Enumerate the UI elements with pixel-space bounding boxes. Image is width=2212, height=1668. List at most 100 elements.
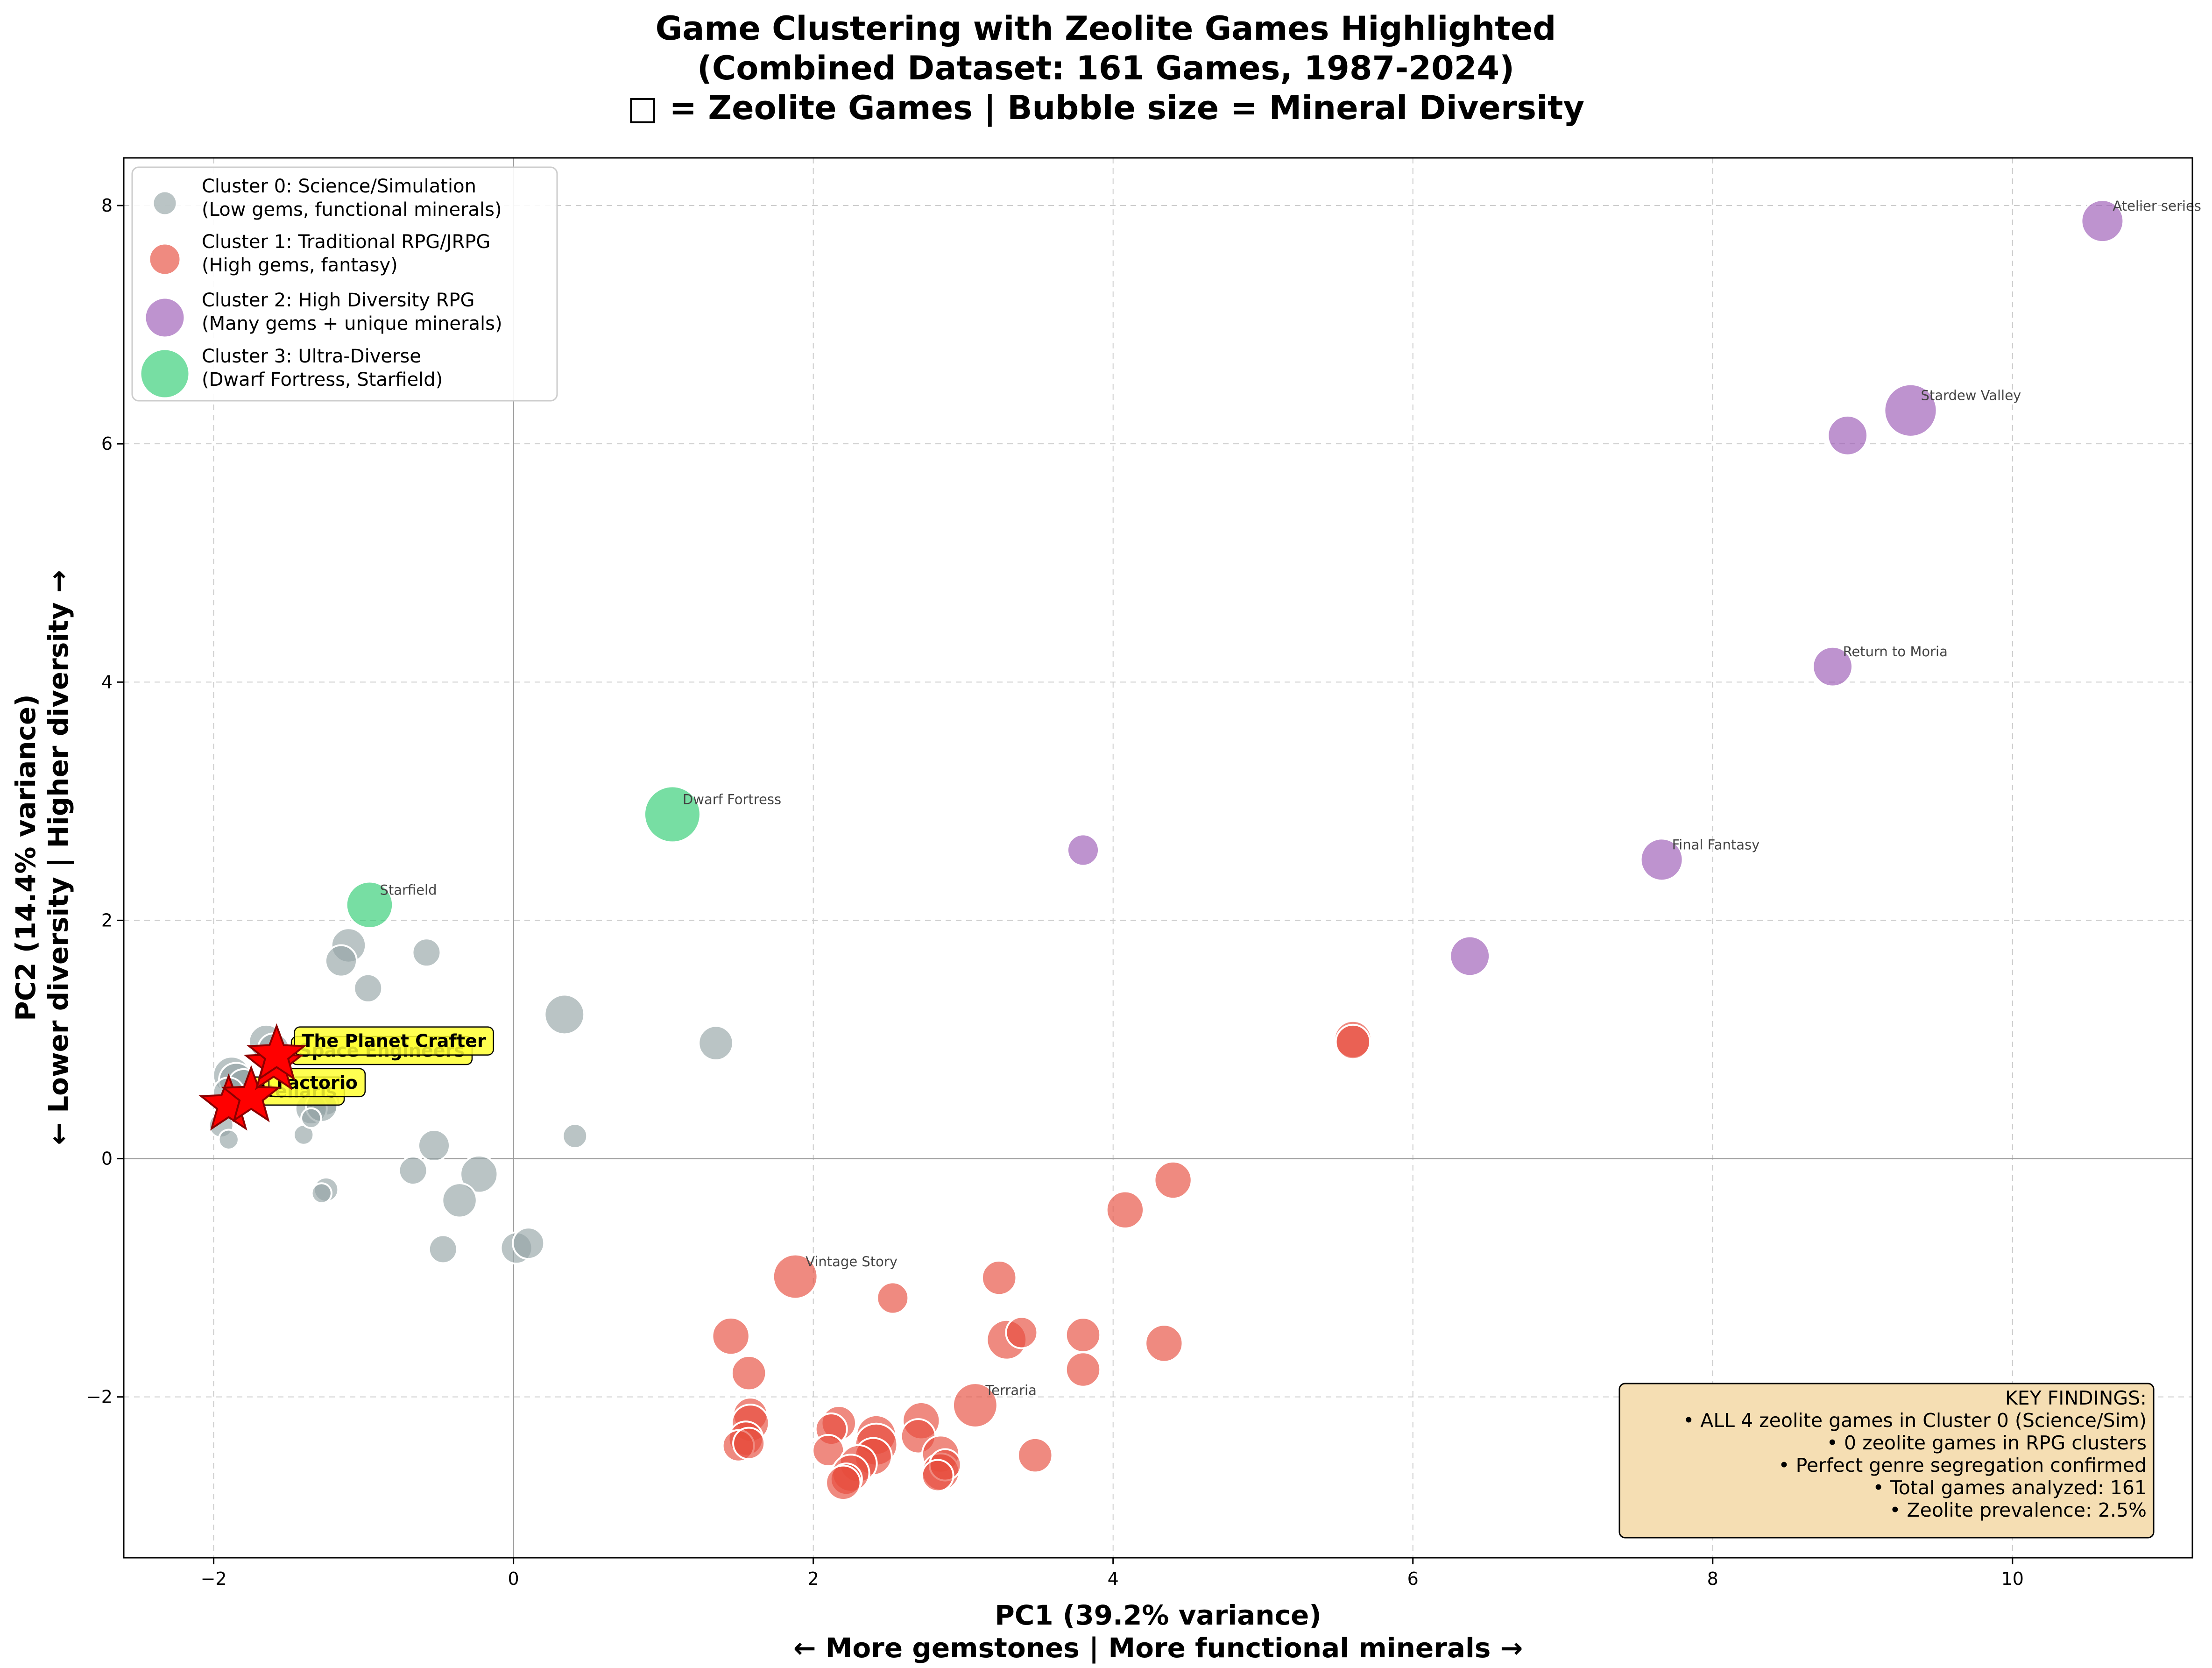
title-line-2: (Combined Dataset: 161 Games, 1987-2024)	[697, 49, 1514, 87]
point-cluster-0-1	[324, 944, 358, 978]
key-findings-background	[1618, 1383, 2155, 1539]
y-tick-label-5: 8	[101, 195, 113, 216]
data-points	[208, 199, 2125, 1501]
point-cluster-1-11	[711, 1316, 750, 1356]
point-cluster-2-4	[1640, 838, 1684, 882]
legend-marker-2	[144, 297, 185, 338]
chart-title: Game Clustering with Zeolite Games Highl…	[627, 9, 1584, 127]
point-cluster-0-25	[311, 1182, 332, 1204]
x-axis-label-line-2: ← More gemstones | More functional miner…	[793, 1632, 1523, 1664]
key-findings-line-4: • Total games analyzed: 161	[1873, 1476, 2147, 1499]
point-cluster-0-27	[428, 1234, 458, 1264]
legend-entry-1-line-1: Cluster 1: Traditional RPG/JRPG	[202, 231, 490, 253]
legend-marker-1	[148, 243, 181, 276]
annotation-6: Vintage Story	[806, 1254, 898, 1270]
point-cluster-1-13	[730, 1355, 767, 1391]
legend-entry-0-line-2: (Low gems, functional minerals)	[202, 199, 502, 220]
annotation-4: Dwarf Fortress	[683, 791, 781, 807]
legend-entry-0-line-1: Cluster 0: Science/Simulation	[202, 176, 476, 197]
point-cluster-0-3	[353, 973, 383, 1003]
title-line-3: □ = Zeolite Games | Bubble size = Minera…	[627, 89, 1584, 127]
point-cluster-1-1	[1335, 1023, 1371, 1060]
y-tick-label-2: 2	[101, 910, 113, 930]
annotation-2: Return to Moria	[1843, 644, 1948, 660]
point-cluster-0-23	[459, 1155, 499, 1194]
point-cluster-0-17	[300, 1107, 322, 1129]
point-cluster-1-5	[981, 1259, 1018, 1296]
point-cluster-0-19	[218, 1129, 240, 1150]
point-cluster-2-1	[1883, 383, 1938, 438]
axis-ticks: −2 0 2 4 6 8 10 −2 0 2 4 6 8	[86, 195, 2024, 1589]
x-tick-label-4: 6	[1407, 1569, 1419, 1589]
key-findings-line-5: • Zeolite prevalence: 2.5%	[1889, 1499, 2147, 1521]
point-cluster-1-9	[1065, 1317, 1102, 1353]
legend-box	[131, 166, 558, 402]
x-tick-label-6: 10	[2001, 1569, 2024, 1589]
point-cluster-0-5	[698, 1025, 734, 1061]
x-tick-label-3: 4	[1108, 1569, 1119, 1589]
y-tick-label-1: 0	[101, 1149, 113, 1169]
annotation-5: Starfield	[380, 882, 437, 898]
y-tick-label-3: 4	[101, 672, 113, 692]
point-cluster-1-6	[876, 1281, 910, 1315]
point-cluster-0-4	[544, 994, 586, 1036]
key-findings-line-3: • Perfect genre segregation confirmed	[1778, 1454, 2147, 1476]
point-cluster-1-25	[732, 1427, 766, 1460]
plot-frame	[123, 157, 2193, 1559]
y-axis-label-line-1: PC2 (14.4% variance)	[10, 694, 42, 1021]
point-cluster-0-21	[562, 1123, 588, 1150]
annotation-1: Stardew Valley	[1921, 388, 2021, 404]
point-cluster-2-6	[1066, 833, 1100, 867]
zeolite-star-2	[221, 1065, 282, 1122]
legend-entry-3-line-1: Cluster 3: Ultra-Diverse	[202, 346, 421, 367]
point-cluster-1-29	[1017, 1437, 1053, 1474]
point-annotations: Atelier series Stardew Valley Return to Mo…	[380, 198, 2201, 1398]
legend-entry-2-line-1: Cluster 2: High Diversity RPG	[202, 290, 475, 311]
zeolite-star-0	[247, 1023, 307, 1081]
x-axis-label-line-1: PC1 (39.2% variance)	[995, 1599, 1322, 1631]
key-findings-box: KEY FINDINGS: • ALL 4 zeolite games in C…	[1618, 1383, 2155, 1539]
annotation-0: Atelier series	[2113, 198, 2201, 214]
zeolite-label-text-0: The Planet Crafter	[302, 1031, 486, 1051]
title-line-1: Game Clustering with Zeolite Games Highl…	[656, 9, 1556, 48]
point-cluster-1-4	[772, 1253, 819, 1300]
legend-markers	[140, 191, 190, 399]
point-cluster-0-22	[398, 1156, 428, 1186]
point-cluster-0-20	[417, 1129, 451, 1163]
zeolite-markers: StellarisFactorioSpace EngineersThe Plan…	[198, 1023, 494, 1131]
point-cluster-3-0	[643, 785, 701, 844]
x-tick-label-5: 8	[1707, 1569, 1718, 1589]
point-cluster-2-5	[1449, 935, 1491, 977]
legend-marker-0	[152, 191, 177, 216]
legend-marker-3	[140, 348, 190, 399]
legend-entry-2-line-2: (Many gems + unique minerals)	[202, 313, 502, 334]
x-tick-label-2: 2	[808, 1569, 819, 1589]
point-cluster-2-2	[1827, 414, 1869, 456]
point-cluster-1-14	[952, 1382, 998, 1428]
x-tick-label-0: −2	[201, 1569, 227, 1589]
y-axis-label: PC2 (14.4% variance) ← Lower diversity |…	[10, 570, 74, 1145]
legend-entry-3-line-2: (Dwarf Fortress, Starfield)	[202, 369, 443, 390]
point-cluster-1-2	[1153, 1160, 1193, 1200]
y-tick-label-0: −2	[86, 1387, 113, 1407]
point-cluster-0-26	[441, 1182, 478, 1219]
key-findings-line-1: • ALL 4 zeolite games in Cluster 0 (Scie…	[1683, 1409, 2147, 1432]
point-cluster-1-36	[921, 1459, 954, 1492]
point-cluster-1-12	[1065, 1351, 1102, 1388]
key-findings-line-2: • 0 zeolite games in RPG clusters	[1827, 1432, 2147, 1454]
zeolite-label-box-0	[294, 1026, 494, 1056]
point-cluster-3-1	[345, 880, 394, 929]
point-cluster-1-8	[1005, 1316, 1039, 1349]
x-axis-label: PC1 (39.2% variance) ← More gemstones | …	[793, 1599, 1523, 1664]
point-cluster-2-0	[2080, 199, 2125, 243]
key-findings-heading: KEY FINDINGS:	[2005, 1387, 2147, 1409]
point-cluster-0-2	[411, 937, 442, 968]
point-cluster-1-10	[1145, 1324, 1184, 1363]
legend: Cluster 0: Science/Simulation (Low gems,…	[131, 166, 558, 402]
x-tick-label-1: 0	[508, 1569, 519, 1589]
y-tick-label-4: 6	[101, 433, 113, 454]
zeolite-label-0: The Planet Crafter	[294, 1026, 494, 1056]
y-axis-label-line-2: ← Lower diversity | Higher diversity →	[42, 570, 74, 1145]
annotation-7: Terraria	[985, 1383, 1037, 1398]
